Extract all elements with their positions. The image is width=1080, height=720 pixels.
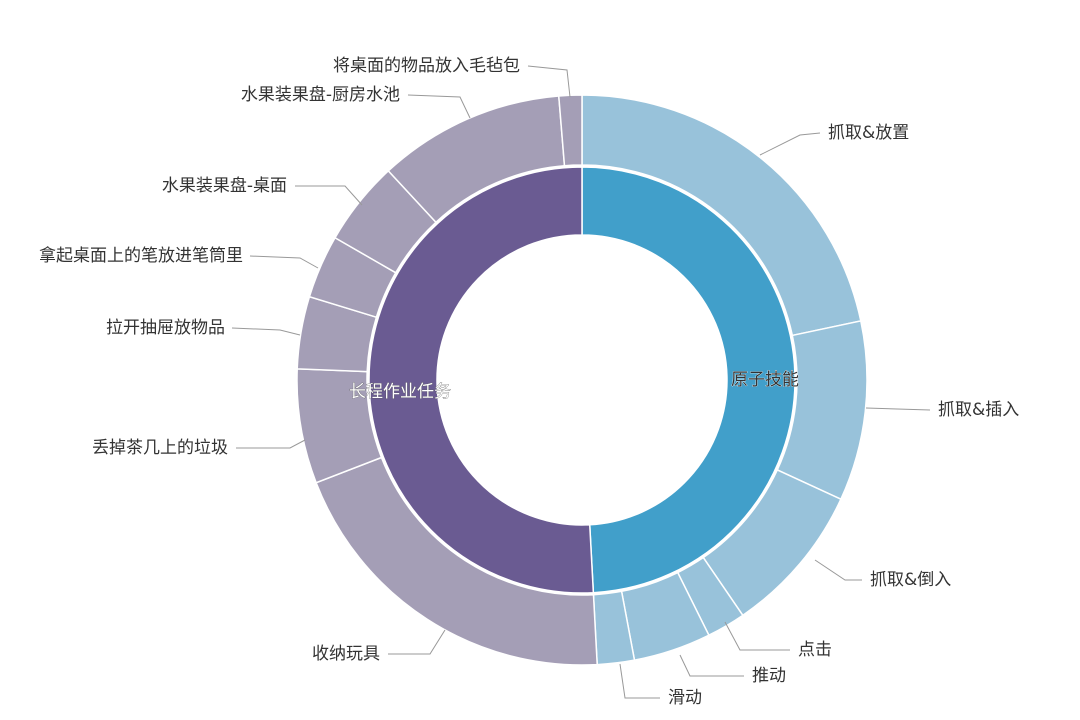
- leader-line: [527, 65, 571, 98]
- outer-slice-label: 水果装果盘-厨房水池: [241, 85, 400, 105]
- leader-line: [231, 327, 301, 336]
- inner-slice-label: 长程作业任务: [349, 382, 451, 402]
- outer-slice-label: 丢掉茶几上的垃圾: [92, 438, 228, 458]
- outer-slice-label: 滑动: [668, 688, 702, 708]
- outer-slice-label: 收纳玩具: [312, 644, 380, 664]
- outer-slice-label: 抓取&放置: [828, 123, 909, 143]
- outer-slice-label: 将桌面的物品放入毛毡包: [333, 56, 520, 76]
- outer-slice[interactable]: [557, 94, 583, 167]
- outer-slice-label: 水果装果盘-桌面: [162, 176, 287, 196]
- leader-line: [679, 654, 744, 677]
- inner-slice-0[interactable]: [581, 166, 796, 594]
- outer-slice-label: 拉开抽屉放物品: [106, 318, 225, 338]
- leader-line: [249, 255, 319, 269]
- outer-slice-label: 抓取&倒入: [870, 570, 951, 590]
- leader-line: [295, 185, 363, 206]
- leader-line: [724, 621, 790, 651]
- outer-slice-label: 拿起桌面上的笔放进笔筒里: [39, 245, 243, 266]
- outer-slice-label: 推动: [752, 666, 786, 686]
- leader-line: [759, 132, 821, 156]
- leader-line: [814, 559, 862, 581]
- leader-line: [619, 663, 660, 699]
- inner-slice-label: 原子技能: [731, 370, 799, 390]
- leader-line: [407, 94, 471, 119]
- leader-line: [236, 439, 306, 449]
- leader-line: [388, 629, 446, 655]
- leader-line: [865, 407, 931, 411]
- outer-slice-label: 抓取&插入: [938, 400, 1019, 420]
- outer-slice-label: 点击: [798, 640, 832, 660]
- inner-slice-1[interactable]: [368, 166, 595, 594]
